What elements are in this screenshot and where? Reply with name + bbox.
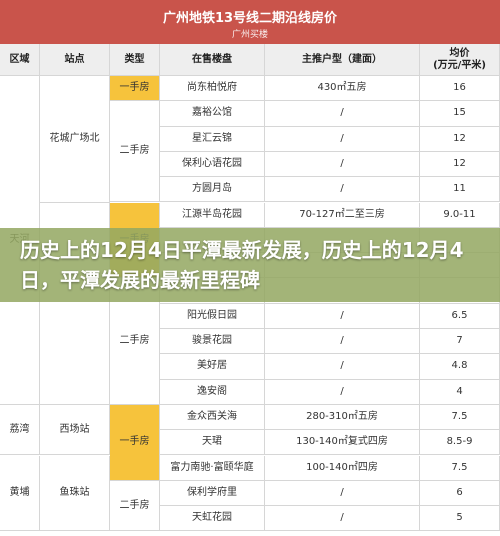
- layout-cell: /: [265, 379, 420, 405]
- layout-cell: /: [265, 506, 420, 532]
- layout-cell: /: [265, 177, 420, 203]
- building-cell: 阳光假日园: [160, 303, 265, 329]
- column-header: 主推户型（建面）: [265, 44, 420, 76]
- building-cell: 富力南驰·富颐华庭: [160, 455, 265, 481]
- layout-cell: /: [265, 303, 420, 329]
- price-cell: 11: [420, 177, 500, 203]
- column-header: 类型: [110, 44, 160, 76]
- building-cell: 星汇云锦: [160, 126, 265, 152]
- type-cell: 二手房: [110, 480, 160, 532]
- subtitle: 广州买楼: [231, 30, 268, 40]
- price-cell: 9.0-11: [420, 202, 500, 228]
- layout-cell: 430㎡五房: [265, 76, 420, 102]
- station-cell: 鱼珠站: [40, 455, 110, 532]
- building-cell: 嘉裕公馆: [160, 101, 265, 127]
- station-cell: [40, 202, 110, 405]
- building-cell: 江源半岛花园: [160, 202, 265, 228]
- title-bar: 广州地铁13号线二期沿线房价 广州买楼: [0, 0, 500, 44]
- building-cell: 金众西关海: [160, 404, 265, 431]
- region-cell: 黄埔: [0, 455, 40, 532]
- station-cell: 花城广场北: [40, 76, 110, 203]
- column-header: 均价 (万元/平米): [420, 44, 500, 76]
- price-cell: 7.5: [420, 455, 500, 481]
- layout-cell: /: [265, 101, 420, 127]
- building-cell: 骏景花园: [160, 329, 265, 355]
- price-cell: 6: [420, 480, 500, 507]
- region-cell: 荔湾: [0, 404, 40, 456]
- price-cell: 4.8: [420, 354, 500, 380]
- layout-cell: /: [265, 126, 420, 152]
- building-cell: 逸安阁: [160, 379, 265, 405]
- price-cell: 16: [420, 76, 500, 102]
- building-cell: 保利心语花园: [160, 151, 265, 178]
- column-header: 在售楼盘: [160, 44, 265, 76]
- layout-cell: 70-127㎡二至三房: [265, 202, 420, 228]
- column-header: 站点: [40, 44, 110, 76]
- building-cell: 保利学府里: [160, 480, 265, 507]
- column-header: 区域: [0, 44, 40, 76]
- layout-cell: 280-310㎡五房: [265, 404, 420, 431]
- layout-cell: 130-140㎡复式四房: [265, 430, 420, 456]
- price-cell: 15: [420, 101, 500, 127]
- building-cell: 天珺: [160, 430, 265, 456]
- layout-cell: /: [265, 354, 420, 380]
- building-cell: 方圆月岛: [160, 177, 265, 203]
- type-cell: 一手房: [110, 404, 160, 481]
- price-cell: 12: [420, 126, 500, 152]
- station-cell: 西场站: [40, 404, 110, 456]
- price-cell: 5: [420, 506, 500, 532]
- type-cell: 二手房: [110, 278, 160, 405]
- type-cell: 二手房: [110, 101, 160, 203]
- price-cell: 8.5-9: [420, 430, 500, 456]
- building-cell: 美好居: [160, 354, 265, 380]
- layout-cell: /: [265, 329, 420, 355]
- building-cell: 尚东柏悦府: [160, 76, 265, 102]
- layout-cell: /: [265, 151, 420, 178]
- price-cell: 12: [420, 151, 500, 178]
- price-cell: 4: [420, 379, 500, 405]
- building-cell: 天虹花园: [160, 506, 265, 532]
- price-cell: 7.5: [420, 404, 500, 431]
- title: 广州地铁13号线二期沿线房价: [162, 11, 338, 26]
- banner: 历史上的12月4日平潭最新发展，历史上的12月4日，平潭发展的最新里程碑: [0, 228, 500, 302]
- price-cell: 6.5: [420, 303, 500, 329]
- type-cell: 一手房: [110, 76, 160, 102]
- price-cell: 7: [420, 329, 500, 355]
- layout-cell: 100-140㎡四房: [265, 455, 420, 481]
- layout-cell: /: [265, 480, 420, 507]
